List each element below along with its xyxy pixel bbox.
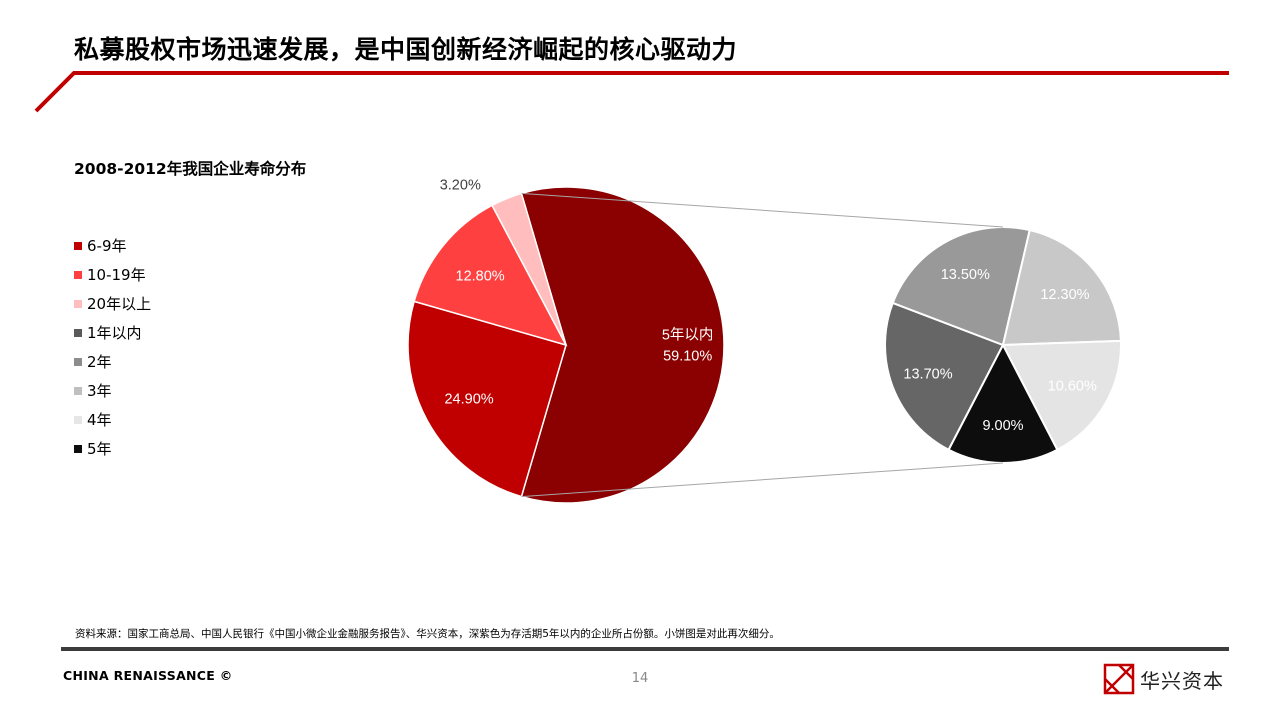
header-accent-line [34,71,1229,113]
slide-title: 私募股权市场迅速发展，是中国创新经济崛起的核心驱动力 [74,35,738,64]
connector-line [521,192,1004,228]
logo-icon [1103,663,1135,695]
main-pie-slice [413,204,568,347]
brand-copyright: CHINA RENAISSANCE © [63,668,233,683]
sub-pie-slice [947,342,1059,464]
logo-text: 华兴资本 [1140,668,1224,693]
data-label: 5年以内 59.10% [662,327,714,365]
sub-pie-slice [1001,228,1122,347]
pie-of-pie-chart: 5年以内 59.10% 24.90% 12.80% 3.20% 13.70% 13.50% 1… [407,177,1122,504]
legend-swatch [74,299,82,308]
chart-legend: 6-9年 10-19年 20年以上 1年以内 2年 3年 4年 5年 [74,231,151,463]
legend-item: 1年以内 [74,318,151,347]
legend-label: 5年 [87,440,112,458]
company-logo: 华兴资本 [1102,662,1224,696]
legend-swatch [74,241,82,250]
legend-item: 3年 [74,376,151,405]
legend-swatch [74,328,82,337]
legend-label: 20年以上 [87,295,152,313]
legend-swatch [74,270,82,279]
data-label: 13.70% [903,367,952,383]
data-label: 10.60% [1048,378,1097,394]
data-label: 9.00% [982,418,1023,434]
legend-swatch [74,444,82,453]
sub-pie-slice [884,301,1005,452]
data-label: 12.80% [456,268,505,284]
legend-label: 10-19年 [87,266,146,284]
page-number: 14 [631,671,649,686]
legend-item: 20年以上 [74,289,151,318]
footer-divider [61,647,1229,651]
legend-label: 1年以内 [87,324,142,342]
legend-item: 2年 [74,347,151,376]
legend-swatch [74,357,82,366]
sub-pie-slice [891,226,1031,347]
legend-swatch [74,415,82,424]
legend-label: 6-9年 [87,237,127,255]
sub-pie-slice [1001,339,1122,452]
footnote: 资料来源：国家工商总局、中国人民银行《中国小微企业金融服务报告》、华兴资本，深紫… [75,628,780,640]
legend-item: 4年 [74,405,151,434]
legend-item: 6-9年 [74,231,151,260]
main-pie-slice [407,300,567,498]
connector-line [521,462,1004,498]
main-pie-slice [520,186,725,504]
legend-label: 4年 [87,411,112,429]
data-label: 13.50% [941,267,990,283]
legend-item: 5年 [74,434,151,463]
chart-title: 2008-2012年我国企业寿命分布 [74,160,307,178]
data-label: 24.90% [444,391,493,407]
data-label: 3.20% [440,177,481,193]
legend-label: 2年 [87,353,112,371]
legend-swatch [74,386,82,395]
legend-item: 10-19年 [74,260,151,289]
main-pie-slice [491,192,567,346]
data-label: 12.30% [1040,287,1089,303]
legend-label: 3年 [87,382,112,400]
